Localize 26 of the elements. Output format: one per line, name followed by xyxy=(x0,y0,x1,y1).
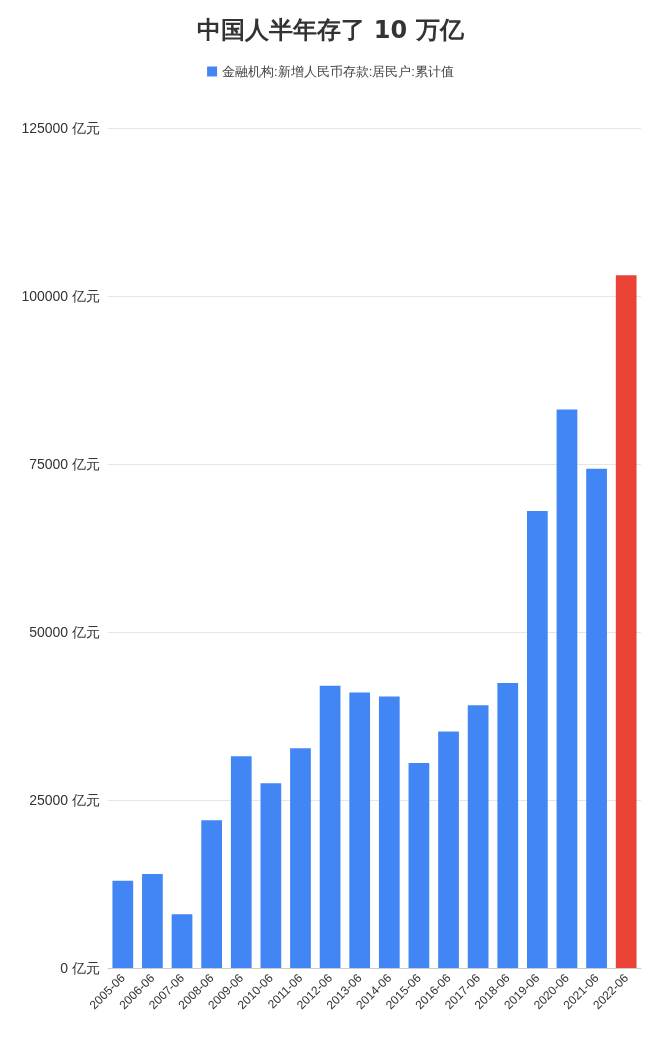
bar xyxy=(438,731,459,968)
y-tick-label: 100000 亿元 xyxy=(21,288,100,304)
bar xyxy=(378,696,400,968)
bar xyxy=(408,763,430,968)
y-tick-label: 25000 亿元 xyxy=(29,792,100,808)
bar xyxy=(586,468,607,968)
chart-title: 中国人半年存了 10 万亿 xyxy=(197,16,465,44)
bar xyxy=(349,692,371,968)
bar xyxy=(290,748,311,968)
y-tick-label: 50000 亿元 xyxy=(29,624,100,640)
bar xyxy=(230,756,252,968)
bar xyxy=(112,880,134,968)
y-tick-label: 125000 亿元 xyxy=(21,120,100,136)
bar xyxy=(319,685,341,968)
y-tick-label: 75000 亿元 xyxy=(29,456,100,472)
bar xyxy=(467,705,489,968)
bar xyxy=(556,409,578,968)
bar xyxy=(527,511,548,968)
bar xyxy=(142,873,163,968)
bar xyxy=(260,783,282,968)
bar xyxy=(615,275,637,968)
bar xyxy=(171,914,193,968)
bar xyxy=(201,820,222,968)
legend-label: 金融机构:新增人民币存款:居民户:累计值 xyxy=(222,64,454,79)
y-tick-label: 0 亿元 xyxy=(60,960,100,976)
bar xyxy=(497,683,519,968)
